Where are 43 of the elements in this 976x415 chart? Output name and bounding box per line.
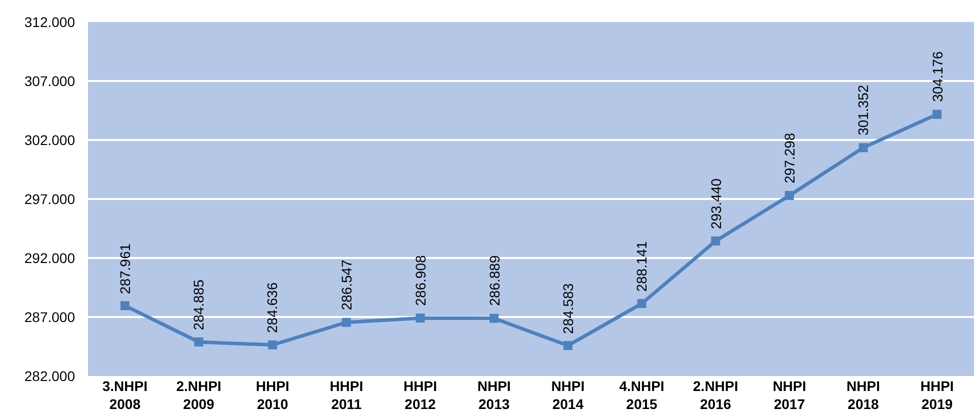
point xyxy=(858,143,868,152)
point xyxy=(120,301,130,310)
data-label: 284.636 xyxy=(264,282,280,333)
x-tick-label: NHPI 2014 xyxy=(551,378,585,412)
y-tick-label: 302.000 xyxy=(24,132,76,148)
x-tick-label: HHPI 2019 xyxy=(920,378,954,412)
data-label: 284.885 xyxy=(190,279,206,330)
data-label: 284.583 xyxy=(560,283,576,334)
point xyxy=(563,341,572,350)
x-tick-label: HHPI 2010 xyxy=(256,378,290,412)
data-label: 304.176 xyxy=(929,51,946,102)
point xyxy=(637,299,646,308)
x-tick-label: NHPI 2017 xyxy=(772,378,806,412)
point xyxy=(711,236,720,246)
y-tick-label: 287.000 xyxy=(24,308,76,325)
y-tick-label: 297.000 xyxy=(24,190,76,207)
point xyxy=(784,190,794,200)
point xyxy=(416,314,425,323)
data-label: 293.440 xyxy=(708,178,724,230)
point xyxy=(342,318,351,327)
x-tick-label: 2.NHPI 2009 xyxy=(176,378,222,412)
data-label: 286.547 xyxy=(338,259,355,310)
y-tick-label: 312.000 xyxy=(24,14,76,30)
x-tick-label: HHPI 2012 xyxy=(404,378,437,412)
data-label: 286.908 xyxy=(412,255,429,306)
y-tick-label: 282.000 xyxy=(24,368,76,384)
x-tick-label: 2.NHPI 2016 xyxy=(693,378,738,412)
point xyxy=(490,314,499,323)
data-label: 286.889 xyxy=(486,255,502,306)
x-tick-label: NHPI 2018 xyxy=(846,378,880,412)
data-label: 288.141 xyxy=(634,240,650,292)
data-label: 287.961 xyxy=(116,243,133,294)
data-label: 301.352 xyxy=(855,84,872,136)
x-tick-label: HHPI 2011 xyxy=(330,378,364,412)
x-tick-label: 4.NHPI 2015 xyxy=(619,378,664,412)
x-tick-label: 3.NHPI 2008 xyxy=(102,378,148,412)
data-label: 297.298 xyxy=(781,132,798,184)
y-tick-label: 292.000 xyxy=(24,250,76,266)
y-tick-label: 307.000 xyxy=(24,72,76,89)
point xyxy=(268,340,278,350)
x-tick-label: NHPI 2013 xyxy=(477,378,511,412)
point xyxy=(932,110,942,119)
point xyxy=(194,337,204,346)
